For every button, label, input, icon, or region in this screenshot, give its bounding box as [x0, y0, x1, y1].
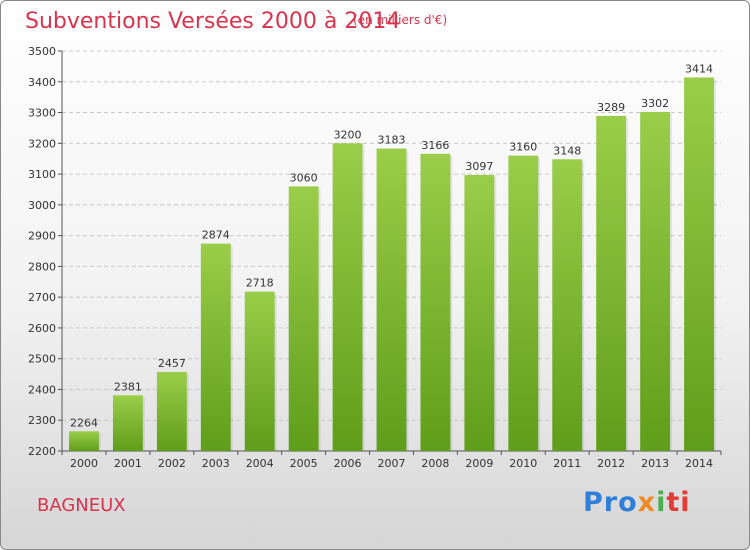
x-tick-label: 2012 [597, 457, 625, 470]
y-tick-label: 2900 [28, 230, 56, 243]
data-label: 3166 [421, 139, 449, 152]
bar [464, 175, 495, 451]
data-label: 2381 [114, 380, 142, 393]
bar [112, 395, 143, 451]
logo-part: ti [666, 487, 691, 518]
data-label: 3060 [290, 171, 318, 184]
data-label: 3148 [553, 144, 581, 157]
y-tick-label: 2600 [28, 322, 56, 335]
data-label: 2264 [70, 416, 98, 429]
y-tick-label: 3000 [28, 199, 56, 212]
y-tick-label: 2700 [28, 291, 56, 304]
bar [69, 431, 99, 451]
x-tick-label: 2004 [246, 457, 274, 470]
data-label: 3289 [597, 101, 625, 114]
bar [640, 111, 671, 451]
labels: 2200 2300 2400 2500 2600 2700 2800 2900 3000 3100… [28, 45, 713, 470]
x-tick-label: 2011 [553, 457, 581, 470]
bar [552, 159, 583, 452]
bar [244, 291, 275, 451]
bar [684, 77, 714, 451]
bar [596, 115, 627, 451]
x-tick-label: 2014 [685, 457, 713, 470]
logo-part: i [656, 487, 667, 518]
data-label: 3302 [641, 97, 669, 110]
y-tick-label: 2400 [28, 383, 56, 396]
x-tick-label: 2010 [509, 457, 537, 470]
y-tick-label: 3300 [28, 107, 56, 120]
data-label: 2874 [202, 229, 230, 242]
chart-title: Subventions Versées 2000 à 2014 [25, 9, 401, 34]
y-tick-label: 2200 [28, 445, 56, 458]
data-label: 3160 [509, 141, 537, 154]
bar [420, 153, 451, 451]
data-label: 2457 [158, 357, 186, 370]
data-label: 3183 [378, 134, 406, 147]
bars [69, 77, 716, 452]
y-tick-label: 3200 [28, 137, 56, 150]
city-name: BAGNEUX [37, 495, 126, 516]
y-tick-label: 2500 [28, 353, 56, 366]
x-tick-label: 2000 [70, 457, 98, 470]
y-tick-label: 3500 [28, 45, 56, 58]
data-label: 3200 [334, 128, 362, 141]
chart-subtitle: (en milliers d'€) [353, 13, 448, 27]
x-tick-label: 2001 [114, 457, 142, 470]
y-tick-label: 3100 [28, 168, 56, 181]
logo-part: Pro [583, 487, 638, 518]
x-tick-label: 2008 [421, 457, 449, 470]
x-tick-label: 2006 [334, 457, 362, 470]
x-tick-label: 2009 [465, 457, 493, 470]
data-label: 3097 [465, 160, 493, 173]
logo-part: x [637, 487, 657, 518]
x-tick-label: 2013 [641, 457, 669, 470]
y-tick-label: 3400 [28, 76, 56, 89]
bar [508, 155, 539, 451]
y-tick-label: 2800 [28, 260, 56, 273]
proxiti-logo: Proxiti [583, 487, 691, 518]
bar [288, 186, 319, 451]
bar [332, 143, 363, 452]
bar [156, 371, 187, 451]
y-tick-label: 2300 [28, 414, 56, 427]
bar [200, 243, 231, 451]
x-tick-label: 2007 [378, 457, 406, 470]
bar [376, 148, 407, 452]
x-tick-label: 2003 [202, 457, 230, 470]
x-tick-label: 2005 [290, 457, 318, 470]
x-tick-label: 2002 [158, 457, 186, 470]
data-label: 2718 [246, 277, 274, 290]
data-label: 3414 [685, 62, 713, 75]
